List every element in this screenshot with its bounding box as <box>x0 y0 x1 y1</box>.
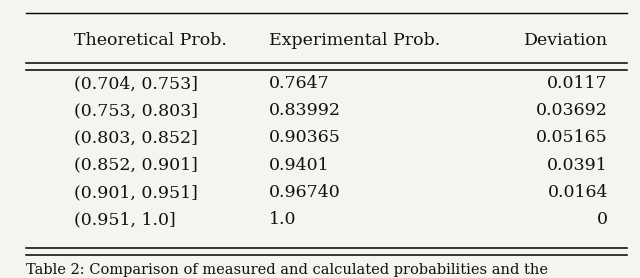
Text: 0.0391: 0.0391 <box>547 157 608 174</box>
Text: 0.0164: 0.0164 <box>547 184 608 201</box>
Text: 0.90365: 0.90365 <box>269 129 340 147</box>
Text: 0.05165: 0.05165 <box>536 129 608 147</box>
Text: Deviation: Deviation <box>524 32 608 49</box>
Text: Experimental Prob.: Experimental Prob. <box>269 32 440 49</box>
Text: 0.03692: 0.03692 <box>536 102 608 119</box>
Text: 1.0: 1.0 <box>269 211 296 228</box>
Text: 0.7647: 0.7647 <box>269 75 330 92</box>
Text: 0: 0 <box>597 211 608 228</box>
Text: (0.852, 0.901]: (0.852, 0.901] <box>74 157 198 174</box>
Text: 0.9401: 0.9401 <box>269 157 330 174</box>
Text: (0.901, 0.951]: (0.901, 0.951] <box>74 184 198 201</box>
Text: 0.96740: 0.96740 <box>269 184 340 201</box>
Text: 0.0117: 0.0117 <box>547 75 608 92</box>
Text: (0.803, 0.852]: (0.803, 0.852] <box>74 129 198 147</box>
Text: (0.951, 1.0]: (0.951, 1.0] <box>74 211 175 228</box>
Text: (0.704, 0.753]: (0.704, 0.753] <box>74 75 198 92</box>
Text: (0.753, 0.803]: (0.753, 0.803] <box>74 102 198 119</box>
Text: 0.83992: 0.83992 <box>269 102 341 119</box>
Text: Table 2: Comparison of measured and calculated probabilities and the: Table 2: Comparison of measured and calc… <box>26 263 548 277</box>
Text: Theoretical Prob.: Theoretical Prob. <box>74 32 227 49</box>
